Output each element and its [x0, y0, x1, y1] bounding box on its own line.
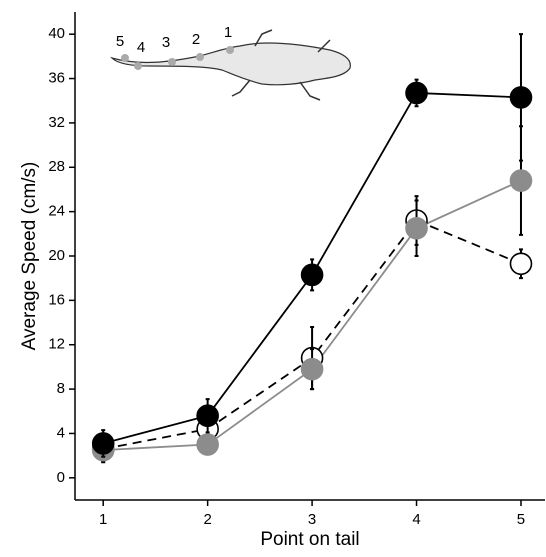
inset-label: 3 [162, 34, 170, 51]
y-tick-label: 20 [48, 247, 65, 264]
inset-label: 1 [224, 24, 232, 41]
series-line [103, 179, 522, 451]
data-point [300, 357, 324, 381]
data-point [405, 216, 428, 240]
y-tick-label: 4 [57, 424, 65, 441]
y-tick-label: 16 [48, 291, 65, 308]
data-point [196, 433, 219, 456]
y-tick-label: 32 [48, 114, 65, 131]
x-tick-label: 3 [308, 511, 316, 528]
y-axis-label: Average Speed (cm/s) [19, 162, 40, 351]
data-point [509, 169, 533, 192]
data-point [509, 252, 533, 276]
y-tick-label: 40 [48, 25, 65, 42]
y-tick-label: 12 [48, 336, 65, 353]
y-tick-label: 0 [57, 469, 65, 486]
inset-label: 2 [192, 31, 200, 48]
y-tick-label: 24 [48, 203, 65, 220]
x-tick-label: 4 [412, 511, 420, 528]
y-tick-label: 28 [48, 158, 65, 175]
y-tick-label: 8 [57, 380, 65, 397]
data-point [300, 263, 324, 287]
y-tick-label: 36 [48, 70, 65, 87]
lizard-inset [109, 29, 351, 101]
inset-label: 5 [116, 33, 124, 50]
data-point [91, 432, 115, 455]
inset-label: 4 [137, 39, 145, 56]
x-tick-label: 1 [99, 511, 107, 528]
x-axis-label: Point on tail [260, 529, 359, 550]
data-point [405, 81, 428, 105]
data-point [509, 86, 533, 109]
data-point [196, 404, 219, 428]
x-tick-label: 5 [517, 511, 525, 528]
x-tick-label: 2 [203, 511, 211, 528]
